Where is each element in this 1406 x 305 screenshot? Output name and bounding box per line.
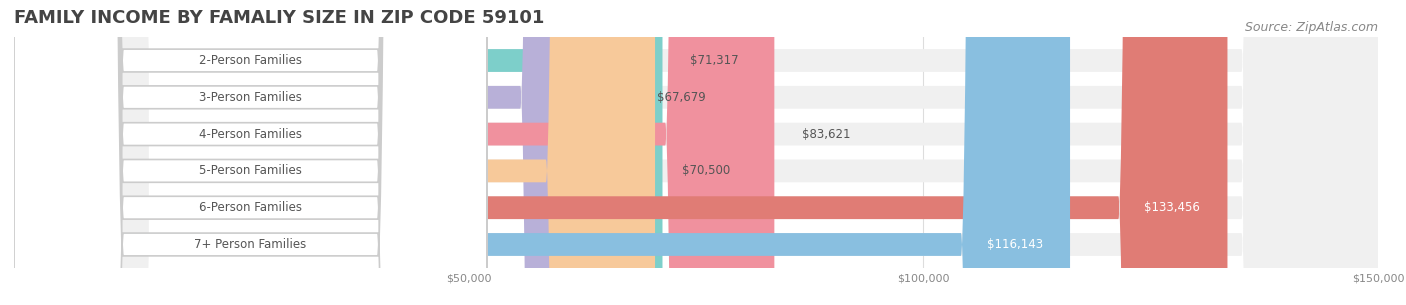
- Text: 5-Person Families: 5-Person Families: [200, 164, 302, 178]
- FancyBboxPatch shape: [14, 0, 630, 305]
- FancyBboxPatch shape: [14, 0, 1378, 305]
- FancyBboxPatch shape: [14, 0, 1378, 305]
- Text: $67,679: $67,679: [657, 91, 706, 104]
- Text: 2-Person Families: 2-Person Families: [200, 54, 302, 67]
- FancyBboxPatch shape: [14, 0, 1227, 305]
- FancyBboxPatch shape: [14, 0, 775, 305]
- FancyBboxPatch shape: [14, 0, 486, 305]
- Text: 4-Person Families: 4-Person Families: [200, 127, 302, 141]
- FancyBboxPatch shape: [14, 0, 1378, 305]
- FancyBboxPatch shape: [14, 0, 1378, 305]
- FancyBboxPatch shape: [14, 0, 662, 305]
- FancyBboxPatch shape: [14, 0, 486, 305]
- Text: $116,143: $116,143: [987, 238, 1043, 251]
- Text: $71,317: $71,317: [690, 54, 738, 67]
- FancyBboxPatch shape: [14, 0, 486, 305]
- Text: FAMILY INCOME BY FAMALIY SIZE IN ZIP CODE 59101: FAMILY INCOME BY FAMALIY SIZE IN ZIP COD…: [14, 9, 544, 27]
- Text: 7+ Person Families: 7+ Person Families: [194, 238, 307, 251]
- FancyBboxPatch shape: [14, 0, 655, 305]
- FancyBboxPatch shape: [14, 0, 1378, 305]
- FancyBboxPatch shape: [14, 0, 1378, 305]
- Text: 3-Person Families: 3-Person Families: [200, 91, 302, 104]
- Text: $133,456: $133,456: [1144, 201, 1201, 214]
- FancyBboxPatch shape: [14, 0, 486, 305]
- Text: 6-Person Families: 6-Person Families: [200, 201, 302, 214]
- FancyBboxPatch shape: [14, 0, 486, 305]
- FancyBboxPatch shape: [14, 0, 486, 305]
- FancyBboxPatch shape: [14, 0, 1070, 305]
- Text: $70,500: $70,500: [682, 164, 731, 178]
- Text: Source: ZipAtlas.com: Source: ZipAtlas.com: [1244, 21, 1378, 34]
- Text: $83,621: $83,621: [801, 127, 851, 141]
